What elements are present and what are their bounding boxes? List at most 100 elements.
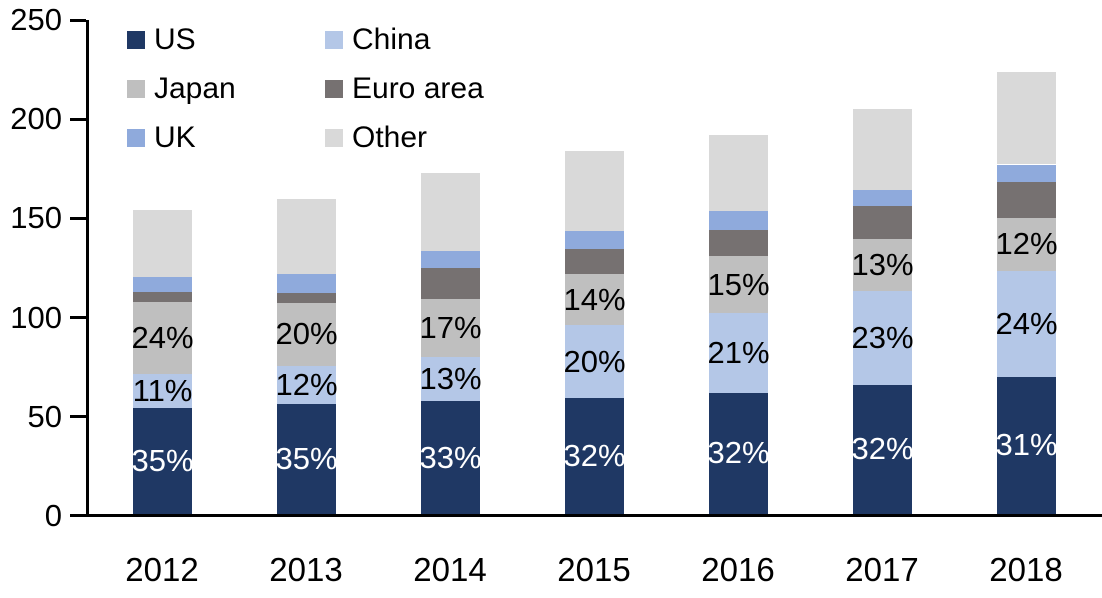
y-axis-tick-200 — [70, 118, 86, 121]
bar-2015-segment-china: 20% — [563, 325, 626, 398]
bar-2017-segment-china: 23% — [851, 291, 914, 385]
bar-2016-segment-uk — [709, 210, 768, 230]
legend-swatch-japan-icon — [127, 80, 145, 98]
x-axis-label-2018: 2018 — [989, 551, 1063, 588]
legend-item-other: Other — [325, 121, 427, 155]
bar-2013-segment-japan: 20% — [275, 302, 338, 366]
bar-2012-segment-uk — [133, 277, 192, 293]
y-axis-tick-label-0: 0 — [44, 498, 62, 533]
x-axis-label-2012: 2012 — [125, 551, 199, 588]
legend-label-euro-area: Euro area — [352, 72, 484, 105]
legend-item-china: China — [325, 23, 430, 57]
bar-2014-segment-us: 33% — [419, 401, 482, 514]
bar-2016-segment-other — [709, 135, 768, 211]
y-axis-tick-50 — [70, 415, 86, 418]
data-label-china-2018: 24% — [995, 305, 1058, 341]
legend-item-us: US — [127, 23, 196, 57]
legend-swatch-euro-area-icon — [325, 80, 343, 98]
bar-2017-segment-uk — [853, 190, 912, 207]
bar-2014-segment-euro-area — [421, 268, 480, 300]
data-label-us-2014: 33% — [419, 439, 482, 475]
bar-2018-segment-us: 31% — [995, 376, 1058, 514]
data-label-japan-2017: 13% — [851, 247, 914, 283]
y-axis-tick-label-150: 150 — [10, 200, 62, 235]
bar-2016: 32% 21% 15% — [707, 135, 770, 514]
y-axis-tick-label-250: 250 — [10, 2, 62, 37]
y-axis-tick-label-200: 200 — [10, 101, 62, 136]
bar-2015: 32% 20% 14% — [563, 150, 626, 514]
data-label-us-2018: 31% — [995, 427, 1058, 463]
data-label-japan-2015: 14% — [563, 281, 626, 317]
data-label-china-2016: 21% — [707, 334, 770, 370]
bar-2016-segment-china: 21% — [707, 313, 770, 393]
bar-2018-segment-china: 24% — [995, 270, 1058, 377]
bar-2013-segment-china: 12% — [275, 365, 338, 404]
legend-swatch-uk-icon — [127, 129, 145, 147]
x-axis-label-2013: 2013 — [269, 551, 343, 588]
data-label-china-2017: 23% — [851, 319, 914, 355]
y-axis-tick-250 — [70, 19, 86, 22]
legend-item-uk: UK — [127, 121, 196, 155]
data-label-japan-2014: 17% — [419, 310, 482, 346]
data-label-japan-2016: 15% — [707, 266, 770, 302]
x-axis-label-2017: 2017 — [845, 551, 919, 588]
bar-2018-segment-uk — [997, 164, 1056, 183]
y-axis-tick-150 — [70, 217, 86, 220]
legend-label-us: US — [154, 23, 196, 56]
bar-2013-segment-us: 35% — [275, 403, 338, 514]
bar-2017-segment-japan: 13% — [851, 238, 914, 292]
bar-2014: 33% 13% 17% — [419, 172, 482, 514]
bar-2015-segment-japan: 14% — [563, 274, 626, 326]
bar-2012-segment-other — [133, 210, 192, 278]
bar-2016-segment-us: 32% — [707, 392, 770, 514]
y-axis-tick-100 — [70, 316, 86, 319]
bar-2017-segment-us: 32% — [851, 384, 914, 514]
legend-label-japan: Japan — [154, 72, 236, 105]
data-label-china-2012: 11% — [132, 373, 193, 409]
legend-label-other: Other — [352, 121, 428, 154]
bar-2014-segment-uk — [421, 251, 480, 269]
data-label-japan-2012: 24% — [131, 319, 194, 355]
data-label-us-2016: 32% — [707, 435, 770, 471]
bar-2015-segment-other — [565, 150, 624, 231]
x-axis-line — [70, 514, 1102, 517]
bar-2013: 35% 12% 20% — [275, 198, 338, 514]
bar-2013-segment-euro-area — [277, 293, 336, 303]
legend-swatch-other-icon — [325, 129, 343, 147]
data-label-us-2015: 32% — [563, 437, 626, 473]
x-axis-label-2014: 2014 — [413, 551, 487, 588]
data-label-us-2013: 35% — [275, 440, 338, 476]
bar-2017-segment-other — [853, 109, 912, 191]
bar-2018-segment-euro-area — [997, 182, 1056, 218]
data-label-japan-2018: 12% — [995, 226, 1058, 262]
bar-2016-segment-euro-area — [709, 229, 768, 257]
bar-2012-segment-euro-area — [133, 292, 192, 302]
data-label-china-2014: 13% — [419, 361, 482, 397]
x-axis-label-2015: 2015 — [557, 551, 631, 588]
bar-2015-segment-us: 32% — [563, 397, 626, 514]
bar-2017: 32% 23% 13% — [851, 109, 914, 514]
bar-2014-segment-china: 13% — [419, 357, 482, 402]
bar-2015-segment-euro-area — [565, 248, 624, 275]
bar-2014-segment-other — [421, 172, 480, 252]
bar-2012: 35% 11% 24% — [131, 210, 194, 514]
y-axis-tick-label-100: 100 — [10, 300, 62, 335]
bar-2014-segment-japan: 17% — [419, 299, 482, 358]
data-label-china-2015: 20% — [563, 343, 626, 379]
legend-swatch-us-icon — [127, 31, 145, 49]
bar-2017-segment-euro-area — [853, 206, 912, 239]
data-label-japan-2013: 20% — [275, 316, 338, 352]
legend-item-japan: Japan — [127, 72, 236, 106]
legend-label-china: China — [352, 23, 431, 56]
x-axis-label-2016: 2016 — [701, 551, 775, 588]
bar-2012-segment-japan: 24% — [131, 301, 194, 375]
data-label-us-2012: 35% — [131, 442, 194, 478]
y-axis-line — [86, 20, 89, 517]
legend-swatch-china-icon — [325, 31, 343, 49]
bar-2013-segment-other — [277, 198, 336, 275]
bar-2018: 31% 24% 12% — [995, 71, 1058, 514]
bar-2018-segment-japan: 12% — [995, 217, 1058, 271]
bar-2013-segment-uk — [277, 274, 336, 294]
bar-2012-segment-china: 11% — [132, 373, 193, 409]
